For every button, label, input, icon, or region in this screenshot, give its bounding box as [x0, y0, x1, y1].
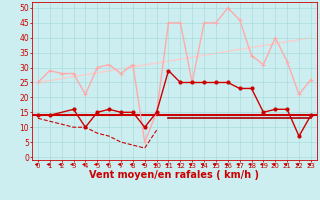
X-axis label: Vent moyen/en rafales ( km/h ): Vent moyen/en rafales ( km/h )	[89, 170, 260, 180]
